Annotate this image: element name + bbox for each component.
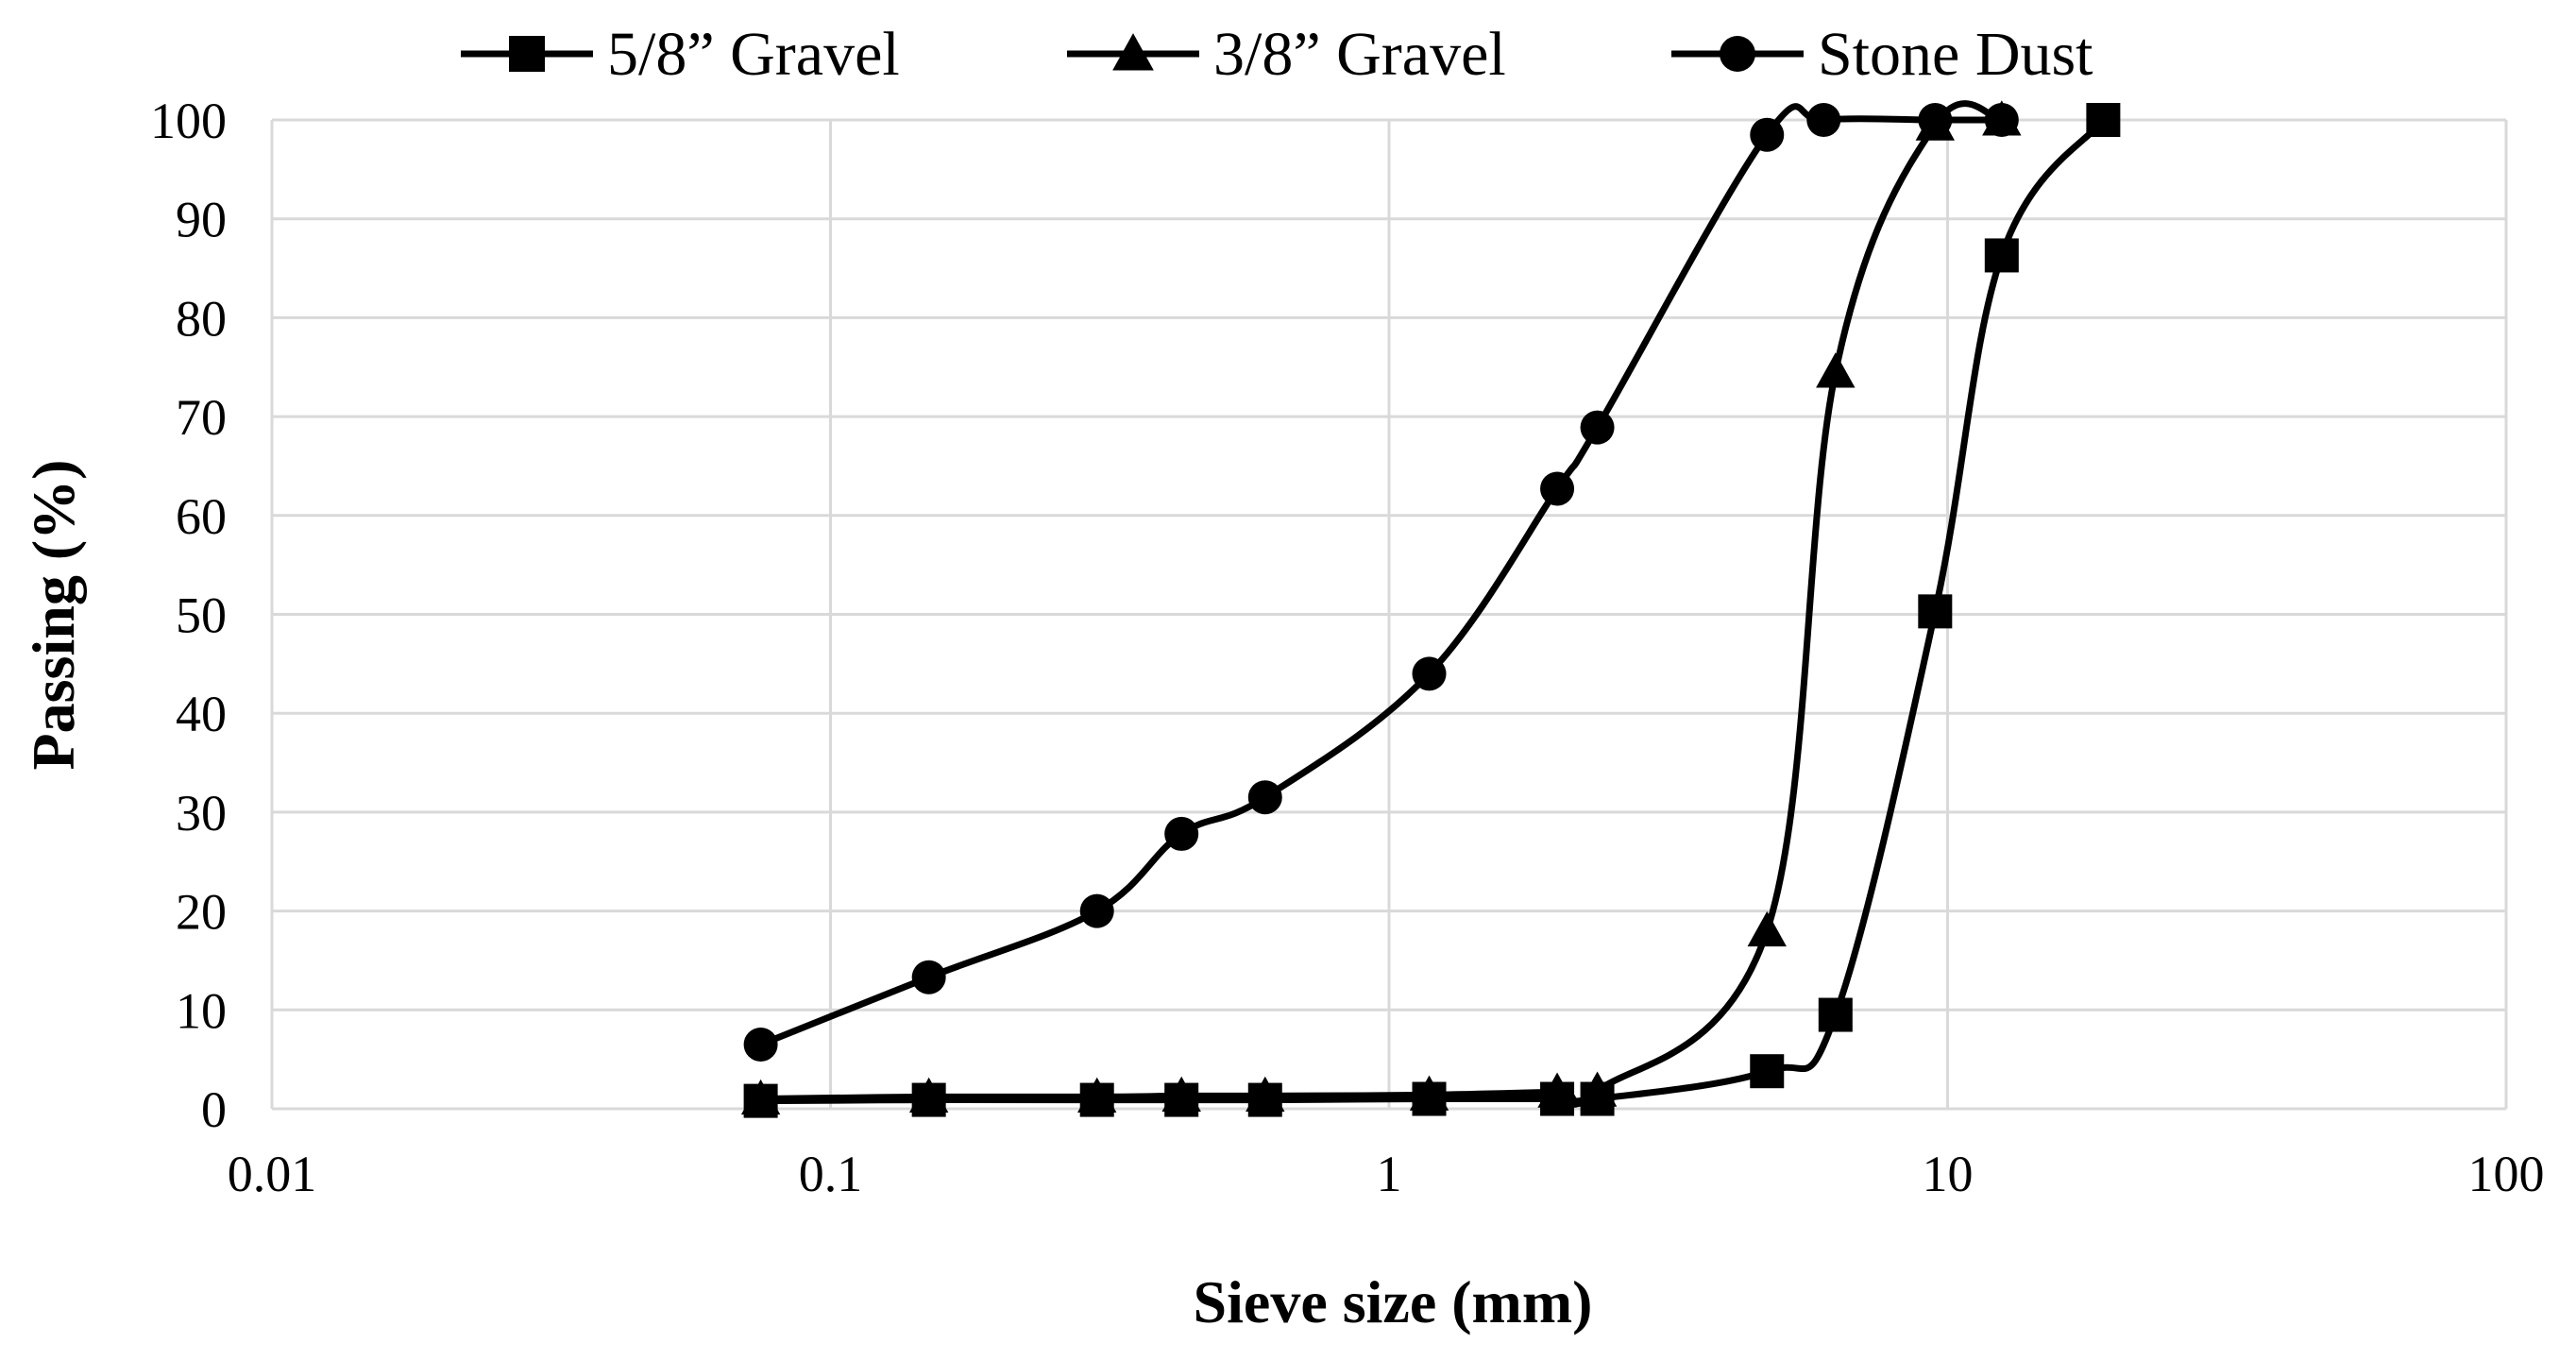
square-marker bbox=[509, 36, 545, 72]
square-marker bbox=[1818, 997, 1853, 1032]
legend-item: 3/8” Gravel bbox=[1067, 20, 1506, 89]
y-tick-label: 50 bbox=[176, 587, 227, 644]
triangle-marker bbox=[1112, 33, 1154, 71]
y-tick-label: 10 bbox=[176, 982, 227, 1039]
y-axis-title: Passing (%) bbox=[20, 460, 87, 771]
x-tick-label: 1 bbox=[1377, 1146, 1402, 1202]
circle-marker bbox=[1750, 117, 1785, 152]
legend-label: 5/8” Gravel bbox=[607, 20, 900, 89]
legend: 5/8” Gravel 3/8” Gravel Stone Dust bbox=[461, 20, 2093, 89]
triangle-marker bbox=[1816, 352, 1856, 388]
square-marker bbox=[1750, 1054, 1785, 1089]
triangle-marker bbox=[1409, 1075, 1449, 1111]
circle-marker bbox=[1247, 780, 1282, 815]
square-marker bbox=[1984, 238, 2019, 273]
circle-marker bbox=[911, 960, 946, 994]
triangle-marker bbox=[1537, 1072, 1577, 1108]
y-tick-label: 40 bbox=[176, 686, 227, 742]
y-tick-label: 80 bbox=[176, 290, 227, 347]
y-tick-label: 20 bbox=[176, 884, 227, 941]
circle-marker bbox=[743, 1027, 778, 1062]
circle-marker bbox=[1580, 410, 1615, 445]
triangle-marker bbox=[740, 1079, 781, 1115]
series-line-stone-dust bbox=[757, 103, 2006, 1048]
tick-labels: 0 10 20 30 40 50 60 70 80 90 100 0.01 0.1 1 10 100 bbox=[150, 93, 2545, 1202]
x-axis-title: Sieve size (mm) bbox=[1194, 1268, 1593, 1335]
series-stone-dust bbox=[743, 103, 2019, 1062]
circle-marker bbox=[1720, 36, 1755, 72]
x-tick-label: 10 bbox=[1923, 1146, 1974, 1202]
grid bbox=[270, 118, 2508, 1111]
y-tick-label: 90 bbox=[176, 192, 227, 248]
circle-marker bbox=[1412, 656, 1447, 691]
y-tick-label: 100 bbox=[150, 93, 227, 149]
circle-marker bbox=[1918, 103, 1953, 137]
triangle-marker bbox=[1246, 1076, 1285, 1112]
circle-marker bbox=[1984, 103, 2019, 137]
circle-marker bbox=[1806, 103, 1841, 137]
triangle-marker bbox=[1747, 910, 1787, 947]
triangle-marker bbox=[1077, 1077, 1117, 1113]
circle-marker bbox=[1540, 471, 1575, 506]
triangle-marker bbox=[1161, 1076, 1201, 1112]
square-marker bbox=[1918, 594, 1953, 629]
y-tick-label: 60 bbox=[176, 488, 227, 545]
circle-marker bbox=[1164, 816, 1199, 851]
series-group bbox=[740, 100, 2121, 1118]
y-tick-label: 0 bbox=[201, 1081, 227, 1138]
legend-label: Stone Dust bbox=[1818, 20, 2093, 89]
series-line-5-8-gravel bbox=[757, 116, 2107, 1105]
y-tick-label: 30 bbox=[176, 785, 227, 842]
y-tick-label: 70 bbox=[176, 389, 227, 446]
x-tick-label: 100 bbox=[2468, 1146, 2545, 1202]
circle-marker bbox=[1079, 893, 1114, 928]
legend-label: 3/8” Gravel bbox=[1213, 20, 1506, 89]
square-marker bbox=[2086, 103, 2121, 137]
legend-item: 5/8” Gravel bbox=[461, 20, 900, 89]
legend-item: Stone Dust bbox=[1671, 20, 2093, 89]
triangle-marker bbox=[1577, 1071, 1618, 1107]
x-tick-label: 0.01 bbox=[228, 1146, 317, 1202]
x-tick-label: 0.1 bbox=[799, 1146, 863, 1202]
series-line-3-8-gravel bbox=[757, 100, 2006, 1108]
triangle-marker bbox=[908, 1077, 949, 1113]
